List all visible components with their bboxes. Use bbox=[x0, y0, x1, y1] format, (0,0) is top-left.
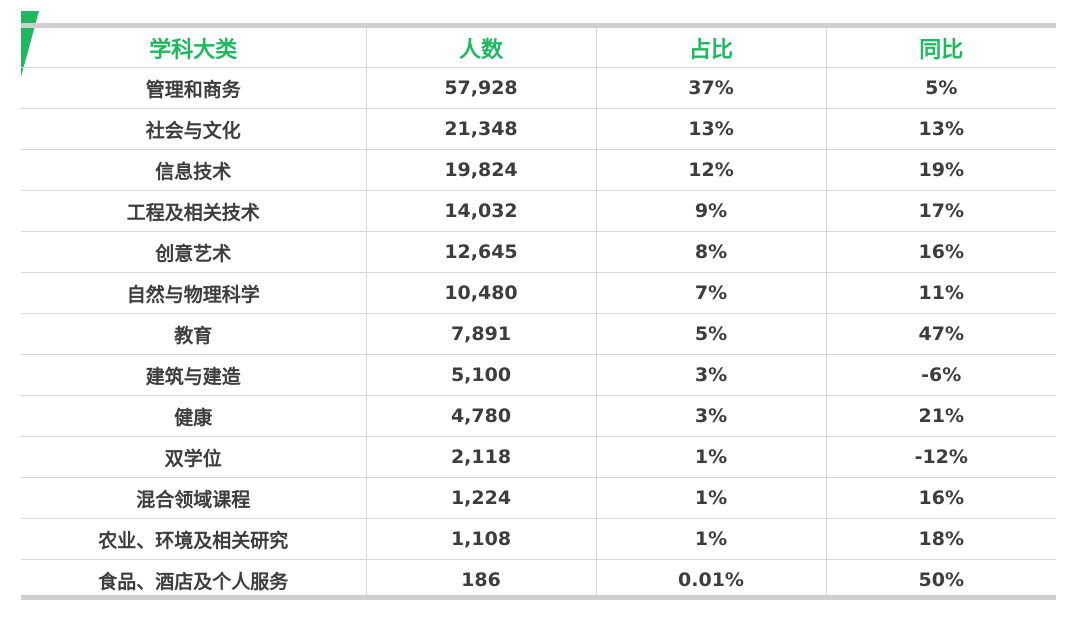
cell-category: 社会与文化 bbox=[21, 108, 367, 150]
cell-count: 10,480 bbox=[365, 272, 597, 314]
cell-count: 186 bbox=[365, 559, 597, 600]
header-count: 人数 bbox=[365, 28, 597, 68]
cell-category: 创意艺术 bbox=[21, 231, 367, 273]
table-row: 农业、环境及相关研究 1,108 1% 18% bbox=[21, 518, 1056, 560]
cell-yoy: -12% bbox=[825, 436, 1056, 478]
cell-share: 1% bbox=[595, 477, 827, 519]
cell-count: 21,348 bbox=[365, 108, 597, 150]
cell-yoy: 17% bbox=[825, 190, 1056, 232]
bottom-rule bbox=[21, 595, 1056, 600]
cell-share: 3% bbox=[595, 395, 827, 437]
table-row: 管理和商务 57,928 37% 5% bbox=[21, 67, 1056, 109]
table-row: 工程及相关技术 14,032 9% 17% bbox=[21, 190, 1056, 232]
cell-category: 双学位 bbox=[21, 436, 367, 478]
header-share: 占比 bbox=[595, 28, 827, 68]
cell-category: 农业、环境及相关研究 bbox=[21, 518, 367, 560]
cell-count: 1,108 bbox=[365, 518, 597, 560]
header-yoy: 同比 bbox=[825, 28, 1056, 68]
cell-share: 13% bbox=[595, 108, 827, 150]
table-row: 社会与文化 21,348 13% 13% bbox=[21, 108, 1056, 150]
data-table: 学科大类 人数 占比 同比 管理和商务 57,928 37% 5% 社会与文化 … bbox=[21, 28, 1056, 600]
cell-yoy: 18% bbox=[825, 518, 1056, 560]
cell-count: 14,032 bbox=[365, 190, 597, 232]
cell-yoy: -6% bbox=[825, 354, 1056, 396]
cell-count: 1,224 bbox=[365, 477, 597, 519]
cell-yoy: 5% bbox=[825, 67, 1056, 109]
cell-count: 57,928 bbox=[365, 67, 597, 109]
cell-count: 12,645 bbox=[365, 231, 597, 273]
cell-yoy: 21% bbox=[825, 395, 1056, 437]
cell-count: 19,824 bbox=[365, 149, 597, 191]
header-row: 学科大类 人数 占比 同比 bbox=[21, 28, 1056, 68]
table-row: 健康 4,780 3% 21% bbox=[21, 395, 1056, 437]
cell-share: 9% bbox=[595, 190, 827, 232]
cell-count: 7,891 bbox=[365, 313, 597, 355]
cell-count: 5,100 bbox=[365, 354, 597, 396]
cell-count: 4,780 bbox=[365, 395, 597, 437]
cell-count: 2,118 bbox=[365, 436, 597, 478]
cell-category: 教育 bbox=[21, 313, 367, 355]
table-row: 建筑与建造 5,100 3% -6% bbox=[21, 354, 1056, 396]
cell-category: 信息技术 bbox=[21, 149, 367, 191]
cell-category: 工程及相关技术 bbox=[21, 190, 367, 232]
table-row: 创意艺术 12,645 8% 16% bbox=[21, 231, 1056, 273]
cell-category: 食品、酒店及个人服务 bbox=[21, 559, 367, 600]
cell-share: 1% bbox=[595, 436, 827, 478]
cell-yoy: 50% bbox=[825, 559, 1056, 600]
table-row: 双学位 2,118 1% -12% bbox=[21, 436, 1056, 478]
table-row: 信息技术 19,824 12% 19% bbox=[21, 149, 1056, 191]
cell-yoy: 16% bbox=[825, 477, 1056, 519]
table-row: 自然与物理科学 10,480 7% 11% bbox=[21, 272, 1056, 314]
cell-category: 建筑与建造 bbox=[21, 354, 367, 396]
cell-yoy: 13% bbox=[825, 108, 1056, 150]
cell-yoy: 16% bbox=[825, 231, 1056, 273]
cell-category: 自然与物理科学 bbox=[21, 272, 367, 314]
table-row: 食品、酒店及个人服务 186 0.01% 50% bbox=[21, 559, 1056, 600]
cell-share: 1% bbox=[595, 518, 827, 560]
header-category: 学科大类 bbox=[21, 28, 367, 68]
cell-yoy: 47% bbox=[825, 313, 1056, 355]
table-row: 混合领域课程 1,224 1% 16% bbox=[21, 477, 1056, 519]
cell-share: 8% bbox=[595, 231, 827, 273]
cell-share: 3% bbox=[595, 354, 827, 396]
cell-share: 12% bbox=[595, 149, 827, 191]
cell-category: 健康 bbox=[21, 395, 367, 437]
table-row: 教育 7,891 5% 47% bbox=[21, 313, 1056, 355]
cell-category: 混合领域课程 bbox=[21, 477, 367, 519]
cell-share: 7% bbox=[595, 272, 827, 314]
cell-category: 管理和商务 bbox=[21, 67, 367, 109]
cell-yoy: 11% bbox=[825, 272, 1056, 314]
cell-share: 0.01% bbox=[595, 559, 827, 600]
cell-share: 37% bbox=[595, 67, 827, 109]
top-rule bbox=[21, 23, 1056, 28]
cell-share: 5% bbox=[595, 313, 827, 355]
cell-yoy: 19% bbox=[825, 149, 1056, 191]
